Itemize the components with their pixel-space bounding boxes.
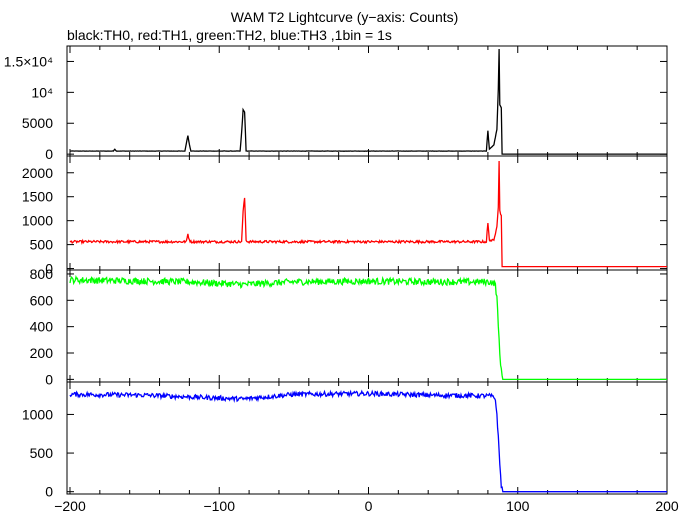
y-tick-label: 2000 <box>22 165 53 181</box>
panel-frame <box>66 155 668 271</box>
y-tick-label: 1000 <box>22 406 53 422</box>
y-tick-label: 1000 <box>22 213 53 229</box>
y-tick-label: 200 <box>30 345 54 361</box>
panels-layer: 0500010⁴1.5×10⁴0500100015002000020040060… <box>4 45 668 500</box>
panel-th2: 0 200 400 600 800 <box>30 266 668 387</box>
panel-frame <box>66 269 668 383</box>
x-tick-label: −100 <box>203 498 235 514</box>
x-axis: −200 −100 0 100 200 <box>54 498 679 514</box>
y-tick-label: 400 <box>30 319 54 335</box>
y-tick-label: 0 <box>45 484 53 500</box>
x-tick-label: −200 <box>54 498 86 514</box>
y-tick-label: 10⁴ <box>31 84 53 100</box>
x-tick-label: 100 <box>506 498 530 514</box>
y-tick-label: 0 <box>45 146 53 162</box>
y-tick-label: 800 <box>30 266 54 282</box>
series-th2-line <box>69 274 667 381</box>
panel-frame <box>66 381 668 495</box>
y-tick-label: 0 <box>45 371 53 387</box>
panel-th0: 0 5000 10⁴ 1.5×10⁴ <box>4 45 668 162</box>
panel-frame <box>66 45 668 157</box>
y-tick-label: 1500 <box>22 189 53 205</box>
panel-th1: 0 500 1000 1500 2000 <box>22 155 668 277</box>
chart-subtitle: black:TH0, red:TH1, green:TH2, blue:TH3 … <box>67 27 392 43</box>
y-tick-label: 5000 <box>22 115 53 131</box>
series-th0-line <box>69 48 667 155</box>
panel-th3: 0 500 1000 <box>22 381 668 500</box>
chart-title: WAM T2 Lightcurve (y−axis: Counts) <box>230 9 459 25</box>
y-tick-label: 500 <box>30 445 54 461</box>
series-th3-line <box>69 389 667 493</box>
x-tick-label: 200 <box>655 498 679 514</box>
y-tick-label: 500 <box>30 237 54 253</box>
series-th1-line <box>69 160 667 268</box>
y-tick-label: 0 <box>45 261 53 277</box>
y-tick-label: 600 <box>30 292 54 308</box>
x-tick-label: 0 <box>365 498 373 514</box>
y-tick-label: 1.5×10⁴ <box>4 53 53 69</box>
